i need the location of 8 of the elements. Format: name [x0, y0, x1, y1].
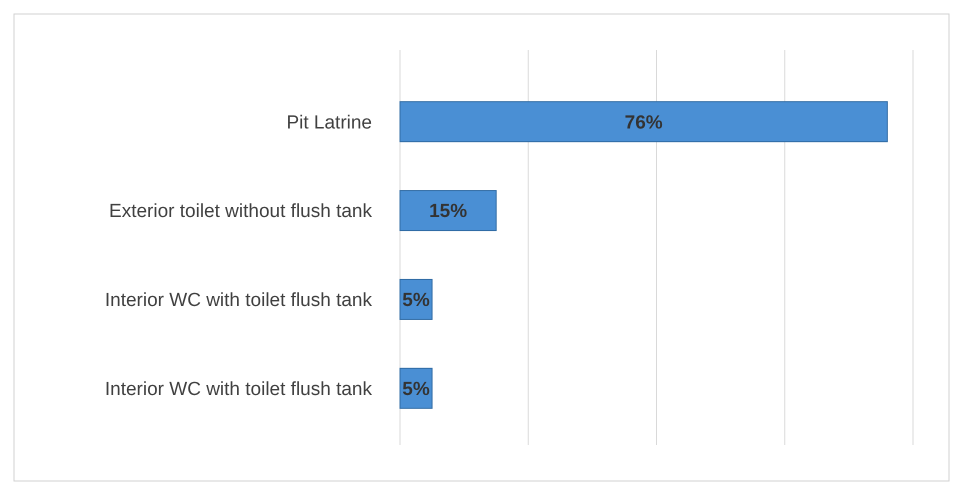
y-tick-label: Pit Latrine: [286, 112, 372, 134]
y-tick-label: Interior WC with toilet flush tank: [104, 290, 372, 312]
data-label: 5%: [402, 290, 430, 312]
y-tick-label: Exterior toilet without flush tank: [109, 201, 372, 222]
data-label: 15%: [429, 201, 468, 222]
y-tick-label: Interior WC with toilet flush tank: [104, 378, 372, 400]
data-label: 5%: [402, 378, 430, 400]
data-label: 76%: [624, 112, 663, 134]
